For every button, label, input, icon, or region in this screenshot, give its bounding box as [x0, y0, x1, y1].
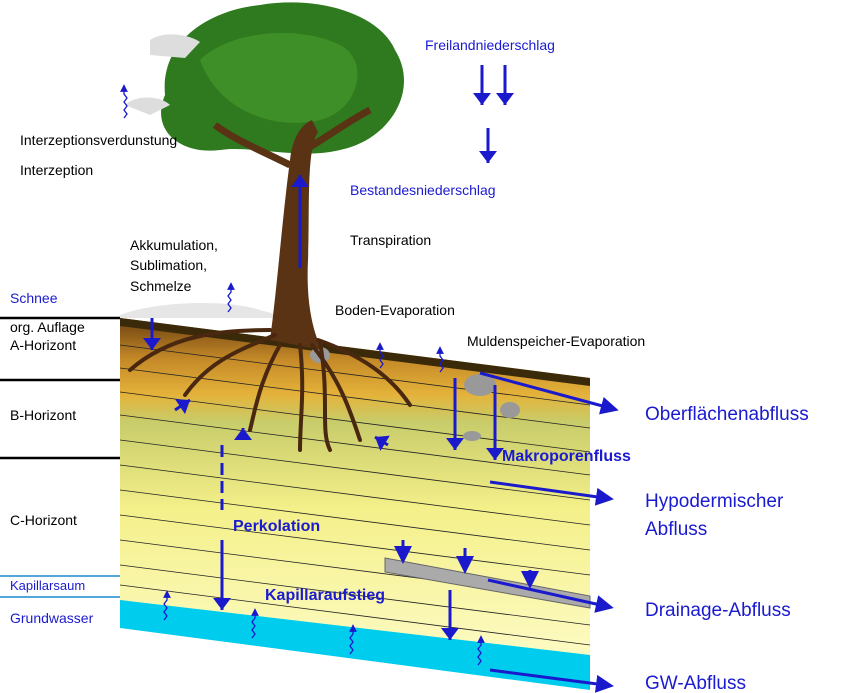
horizon-lines: [0, 318, 120, 597]
label: C-Horizont: [10, 512, 77, 528]
label: Oberflächenabfluss: [645, 404, 809, 425]
label: Perkolation: [233, 518, 320, 535]
label: A-Horizont: [10, 337, 76, 353]
label: Interzeption: [20, 162, 93, 178]
label: Bestandesniederschlag: [350, 182, 496, 198]
soil-block: [120, 303, 590, 690]
label: B-Horizont: [10, 407, 76, 423]
label: Kapillarsaum: [10, 578, 85, 593]
label: Boden-Evaporation: [335, 302, 455, 318]
label: Interzeptionsverdunstung: [20, 132, 177, 148]
label: Schnee: [10, 290, 58, 306]
label: Kapillaraufstieg: [265, 587, 385, 604]
label: Akkumulation,: [130, 237, 218, 253]
label: org. Auflage: [10, 319, 85, 335]
label: Hypodermischer: [645, 491, 784, 512]
label: Freilandniederschlag: [425, 37, 555, 53]
diagram: Freilandniederschlag Interzeptionsverdun…: [0, 0, 849, 693]
label: Sublimation,: [130, 257, 207, 273]
label: GW-Abfluss: [645, 673, 746, 693]
label: Drainage-Abfluss: [645, 600, 791, 621]
label: Muldenspeicher-Evaporation: [467, 333, 645, 349]
label: Transpiration: [350, 232, 431, 248]
label: Makroporenfluss: [502, 448, 631, 465]
label: Grundwasser: [10, 610, 94, 626]
label: Abfluss: [645, 519, 707, 540]
label: Schmelze: [130, 278, 192, 294]
